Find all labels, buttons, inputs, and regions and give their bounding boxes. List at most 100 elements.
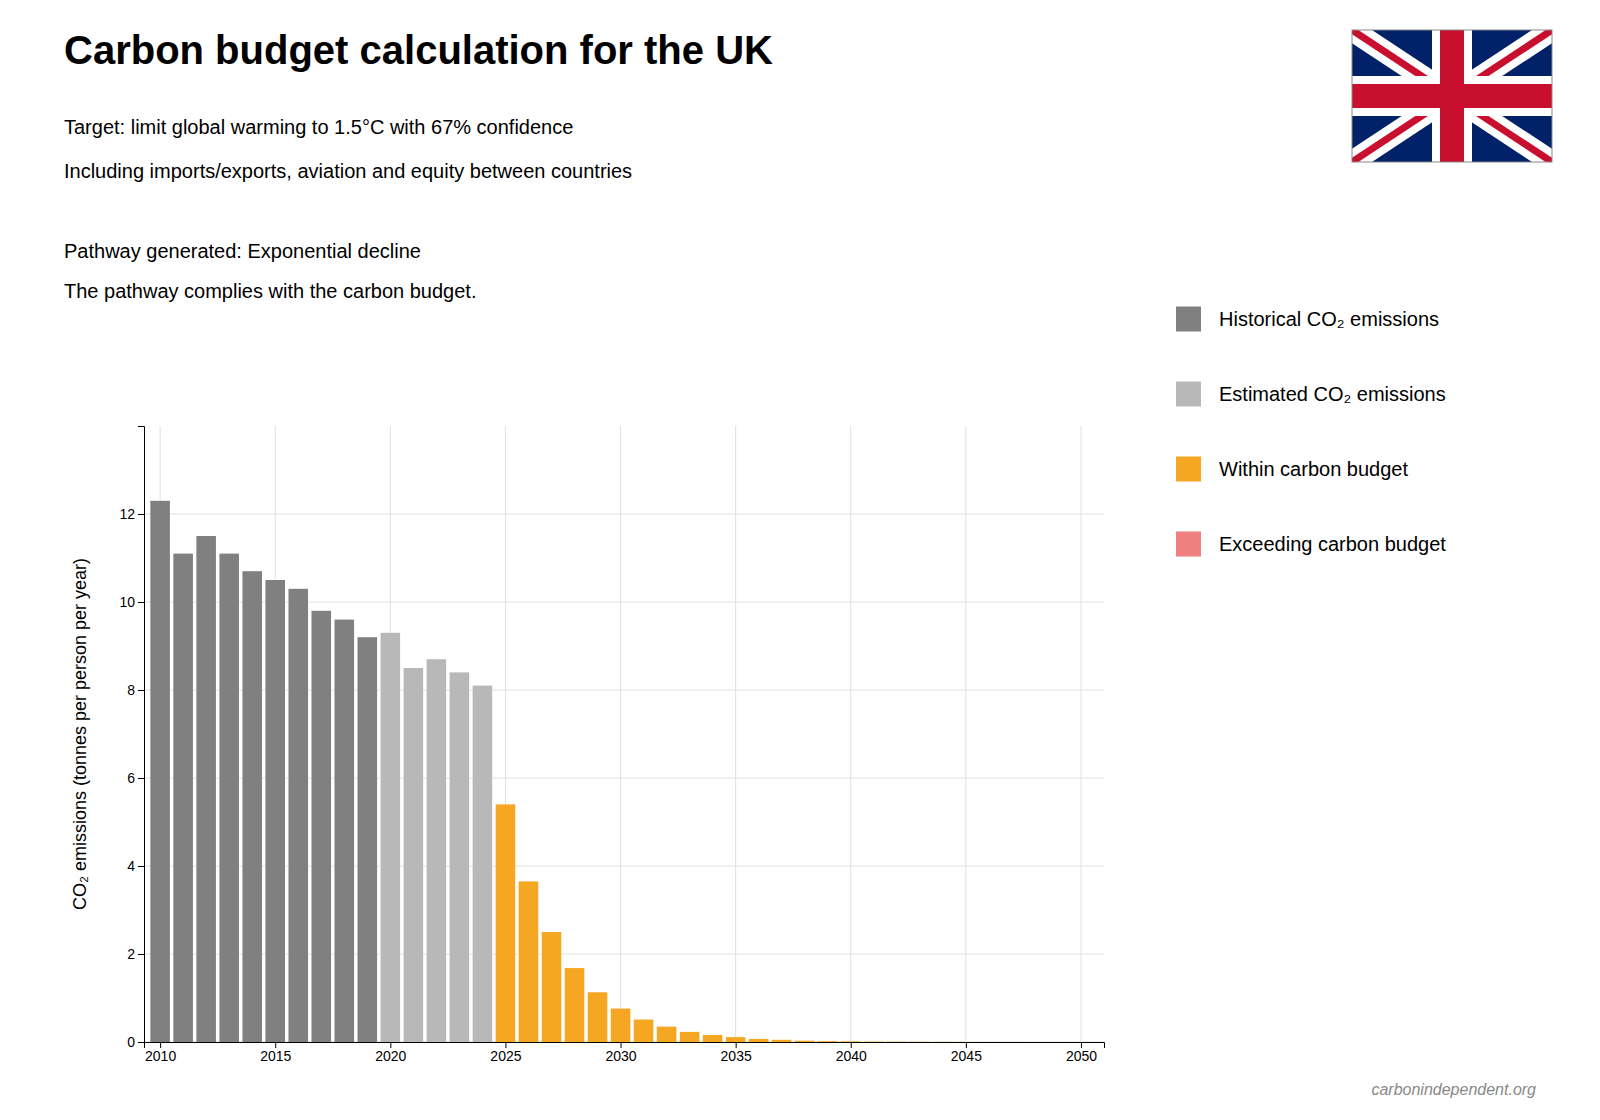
legend-swatch bbox=[1176, 307, 1201, 332]
bar bbox=[150, 501, 170, 1042]
x-tick-label: 2040 bbox=[836, 1048, 867, 1064]
x-tick-label: 2020 bbox=[375, 1048, 406, 1064]
bar bbox=[1048, 1041, 1068, 1042]
y-axis-title: CO₂ emissions (tonnes per person per yea… bbox=[70, 558, 90, 910]
y-tick-label: 4 bbox=[127, 858, 135, 874]
grid-line-y bbox=[144, 602, 1104, 603]
legend-swatch bbox=[1176, 382, 1201, 407]
x-tick-label: 2030 bbox=[605, 1048, 636, 1064]
bar bbox=[680, 1032, 700, 1042]
legend-swatch bbox=[1176, 457, 1201, 482]
bar bbox=[1071, 1041, 1091, 1042]
bar bbox=[450, 672, 470, 1042]
y-tick-mark bbox=[138, 866, 144, 867]
subtitle: Including imports/exports, aviation and … bbox=[64, 160, 632, 182]
y-tick-mark bbox=[138, 778, 144, 779]
bar bbox=[933, 1041, 953, 1042]
y-tick: 10 bbox=[119, 594, 144, 610]
y-axis-line bbox=[138, 427, 145, 1043]
y-tick-mark bbox=[138, 954, 144, 955]
y-tick: 6 bbox=[127, 770, 144, 786]
bar bbox=[864, 1041, 884, 1042]
flag-border bbox=[1352, 30, 1552, 162]
bar bbox=[841, 1041, 861, 1042]
x-tick-label: 2010 bbox=[145, 1048, 176, 1064]
x-tick-label: 2050 bbox=[1066, 1048, 1097, 1064]
grid-line-x bbox=[1080, 426, 1081, 1042]
grid-line-y bbox=[144, 954, 1104, 955]
legend-item: Within carbon budget bbox=[1176, 457, 1408, 482]
bar bbox=[565, 968, 585, 1042]
x-tick: 2020 bbox=[375, 1042, 406, 1064]
bar bbox=[726, 1037, 746, 1042]
bar-series bbox=[150, 501, 377, 1042]
grid-line-y bbox=[144, 866, 1104, 867]
x-tick-label: 2015 bbox=[260, 1048, 291, 1064]
bar bbox=[311, 611, 331, 1042]
flag-saltire bbox=[1352, 30, 1552, 162]
grid-line-y bbox=[144, 778, 1104, 779]
y-tick-label: 12 bbox=[119, 506, 135, 522]
bar bbox=[795, 1041, 815, 1042]
y-tick-label: 8 bbox=[127, 682, 135, 698]
bar bbox=[335, 620, 355, 1042]
subtitle: Target: limit global warming to 1.5°C wi… bbox=[64, 116, 573, 138]
bar bbox=[818, 1041, 838, 1042]
x-tick: 2045 bbox=[951, 1042, 982, 1064]
bar bbox=[910, 1041, 930, 1042]
flag-field bbox=[1352, 30, 1552, 162]
bar bbox=[956, 1041, 976, 1042]
bar bbox=[404, 668, 424, 1042]
bars bbox=[150, 501, 1090, 1042]
y-tick: 0 bbox=[127, 1034, 144, 1050]
y-tick: 12 bbox=[119, 506, 144, 522]
grid-line-x bbox=[965, 426, 966, 1042]
y-tick-mark bbox=[138, 690, 144, 691]
bar bbox=[288, 589, 308, 1042]
y-tick: 4 bbox=[127, 858, 144, 874]
x-tick: 2015 bbox=[260, 1042, 291, 1064]
grid-line-y bbox=[144, 514, 1104, 515]
bar-series bbox=[381, 633, 493, 1042]
x-tick: 2025 bbox=[490, 1042, 521, 1064]
bar bbox=[611, 1009, 631, 1042]
bar bbox=[496, 804, 516, 1042]
bar bbox=[1025, 1041, 1045, 1042]
annotation: Pathway generated: Exponential decline bbox=[64, 240, 421, 262]
bar bbox=[588, 992, 608, 1042]
legend-item: Estimated CO₂ emissions bbox=[1176, 382, 1446, 407]
watermark: carbonindependent.org bbox=[1371, 1081, 1536, 1098]
bar bbox=[519, 881, 539, 1042]
legend-item: Exceeding carbon budget bbox=[1176, 532, 1446, 557]
y-tick-mark bbox=[138, 514, 144, 515]
legend-item: Historical CO₂ emissions bbox=[1176, 307, 1439, 332]
y-tick-label: 6 bbox=[127, 770, 135, 786]
y-tick-mark bbox=[138, 602, 144, 603]
grid-line-x bbox=[620, 426, 621, 1042]
legend-label: Historical CO₂ emissions bbox=[1219, 308, 1439, 330]
legend: Historical CO₂ emissions Estimated CO₂ em… bbox=[1176, 307, 1446, 557]
grid-line-x bbox=[735, 426, 736, 1042]
x-tick-label: 2045 bbox=[951, 1048, 982, 1064]
legend-swatch bbox=[1176, 532, 1201, 557]
flag-cross-red bbox=[1352, 84, 1552, 108]
grid-line-x bbox=[850, 426, 851, 1042]
flag-saltire bbox=[1352, 30, 1552, 162]
bar bbox=[887, 1041, 907, 1042]
bar bbox=[703, 1035, 723, 1042]
y-axis: 024681012 bbox=[119, 427, 144, 1050]
bar-series bbox=[496, 804, 1091, 1042]
bar bbox=[219, 554, 239, 1042]
bar bbox=[657, 1027, 677, 1042]
bar bbox=[427, 659, 447, 1042]
bar bbox=[1002, 1041, 1022, 1042]
annotation: The pathway complies with the carbon bud… bbox=[64, 280, 476, 302]
y-tick: 8 bbox=[127, 682, 144, 698]
bar bbox=[242, 571, 262, 1042]
flag bbox=[1352, 30, 1552, 162]
x-tick: 2040 bbox=[836, 1042, 867, 1064]
y-tick-label: 0 bbox=[127, 1034, 135, 1050]
bar bbox=[634, 1020, 654, 1042]
legend-label: Within carbon budget bbox=[1219, 458, 1408, 480]
x-tick-label: 2025 bbox=[490, 1048, 521, 1064]
